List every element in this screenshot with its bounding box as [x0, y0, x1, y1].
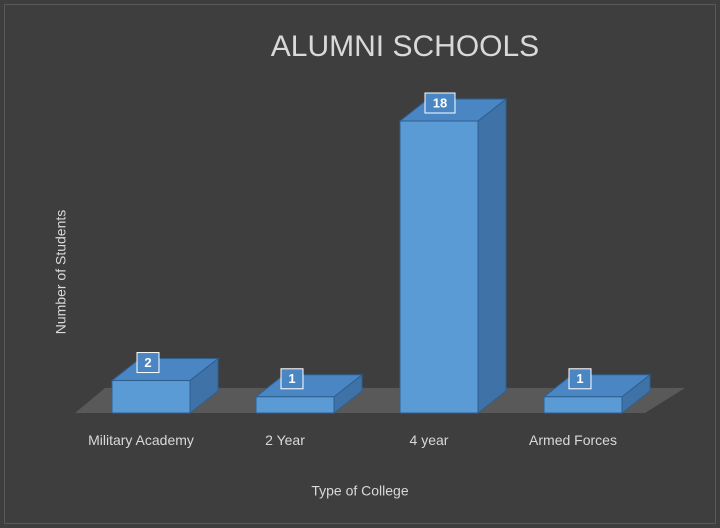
x-tick-label: Armed Forces — [529, 432, 617, 448]
data-label-box — [136, 352, 160, 374]
bar-side — [477, 97, 507, 415]
floor — [75, 388, 685, 413]
chart-title: ALUMNI SCHOOLS — [271, 30, 539, 63]
data-label: 2 — [144, 355, 151, 370]
data-label: 1 — [576, 371, 583, 386]
data-label: 18 — [433, 95, 447, 110]
x-tick-label: Military Academy — [88, 432, 194, 448]
data-label-box — [424, 92, 456, 114]
x-tick-label: 2 Year — [265, 432, 305, 448]
frame — [4, 4, 716, 524]
y-axis-label: Number of Students — [53, 210, 69, 335]
bar — [111, 380, 191, 414]
data-label-box — [280, 368, 304, 390]
bar — [399, 120, 479, 414]
x-axis-label: Type of College — [311, 483, 408, 499]
bar — [543, 396, 623, 414]
x-tick-label: 4 year — [409, 432, 449, 448]
data-label: 1 — [288, 371, 295, 386]
bar — [255, 396, 335, 414]
data-label-box — [568, 368, 592, 390]
